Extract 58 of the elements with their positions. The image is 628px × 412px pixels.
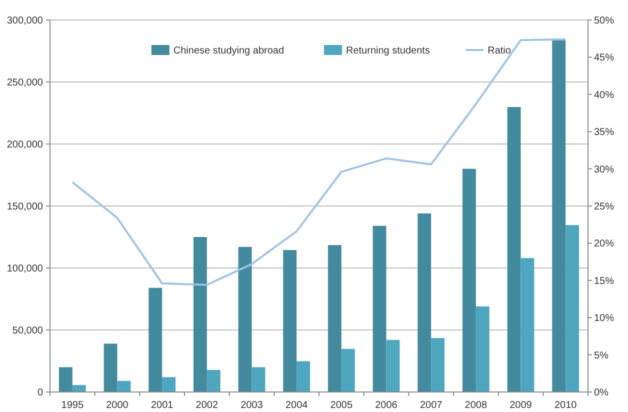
bar [341, 348, 355, 392]
legend-label: Ratio [488, 46, 512, 56]
bar [552, 38, 566, 392]
x-tick-label: 2001 [150, 400, 174, 411]
x-tick-label: 2000 [106, 400, 129, 411]
y-tick-label: 0 [37, 388, 44, 398]
y2-tick-label: 15% [594, 276, 614, 287]
x-tick-label: 2009 [510, 400, 532, 411]
bar [162, 377, 176, 392]
y2-tick-label: 45% [594, 52, 614, 64]
bar [462, 168, 476, 392]
bar [507, 107, 521, 392]
y2-tick-label: 40% [594, 90, 614, 101]
y-tick-label: 200,000 [6, 140, 44, 150]
bar [148, 288, 162, 392]
bar [431, 338, 445, 392]
legend-label: Chinese studying abroad [173, 46, 284, 56]
bar [296, 361, 310, 392]
bar [206, 370, 220, 392]
bar [252, 367, 266, 392]
bar [238, 246, 252, 392]
y-tick-label: 50,000 [12, 326, 44, 336]
x-tick-label: 2010 [554, 400, 578, 411]
bar [386, 340, 400, 392]
bar [283, 250, 297, 392]
y2-tick-label: 50% [594, 16, 614, 26]
x-tick-label: 2006 [375, 400, 398, 411]
y2-tick-label: 5% [594, 350, 609, 362]
y2-tick-label: 0% [594, 388, 609, 398]
bar [476, 306, 490, 392]
line-series [71, 38, 567, 286]
bar [520, 258, 534, 392]
y2-tick-label: 35% [594, 127, 614, 138]
bar [104, 344, 118, 392]
y-tick-label: 300,000 [6, 16, 44, 26]
y2-tick-label: 25% [594, 202, 614, 212]
x-tick-label: 2002 [196, 400, 218, 411]
bar [58, 367, 72, 392]
y-tick-label: 100,000 [6, 264, 44, 274]
y2-tick-label: 30% [594, 164, 614, 176]
bar [418, 213, 432, 392]
bar [117, 380, 131, 392]
bar [193, 237, 207, 392]
bar [372, 226, 386, 392]
x-tick-label: 2005 [330, 400, 353, 411]
legend-label: Returning students [346, 46, 430, 56]
y-tick-label: 250,000 [6, 78, 44, 88]
y-tick-label: 150,000 [6, 202, 44, 212]
x-tick-label: 2007 [420, 400, 443, 411]
x-tick-label: 2008 [464, 400, 488, 411]
y2-tick-label: 20% [594, 238, 614, 250]
x-tick-label: 1995 [61, 400, 84, 411]
bar [328, 245, 342, 392]
bar [72, 385, 86, 392]
bar [566, 225, 580, 392]
y2-tick-label: 10% [594, 313, 614, 324]
x-tick-label: 2004 [285, 400, 308, 411]
x-tick-label: 2003 [240, 400, 264, 411]
